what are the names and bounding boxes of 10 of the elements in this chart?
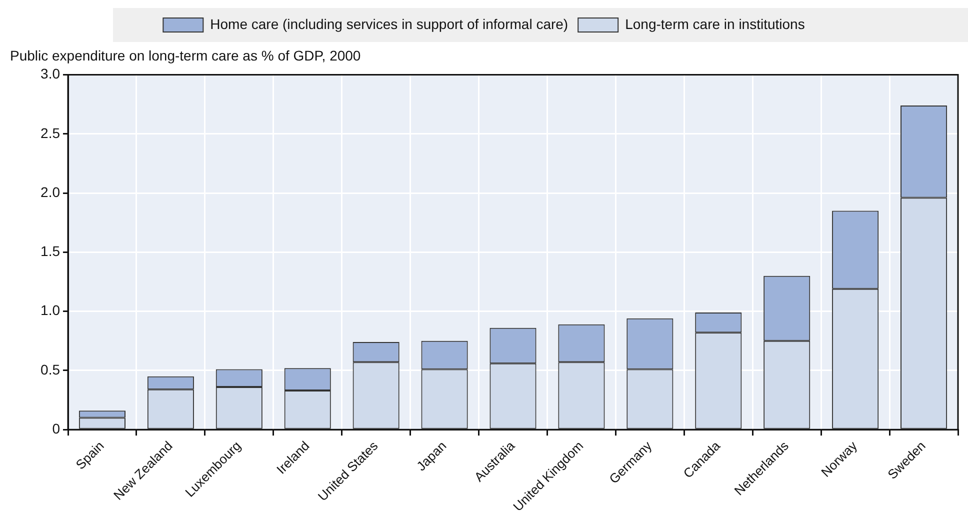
y-axis-title: Public expenditure on long-term care as % of GDP, 2000 <box>10 47 361 64</box>
y-tick-label: 2.5 <box>40 124 60 141</box>
legend-label: Home care (including services in support of informal care) <box>210 16 568 32</box>
y-tick-label: 3.0 <box>40 66 60 82</box>
legend-label: Long-term care in institutions <box>625 16 805 32</box>
y-tick-label: 1.5 <box>40 243 60 260</box>
y-tick-label: 2.0 <box>40 184 60 200</box>
y-tick-label: 1.0 <box>40 302 60 318</box>
y-tick-label: 0 <box>52 420 60 436</box>
y-tick-label: 0.5 <box>40 361 60 378</box>
